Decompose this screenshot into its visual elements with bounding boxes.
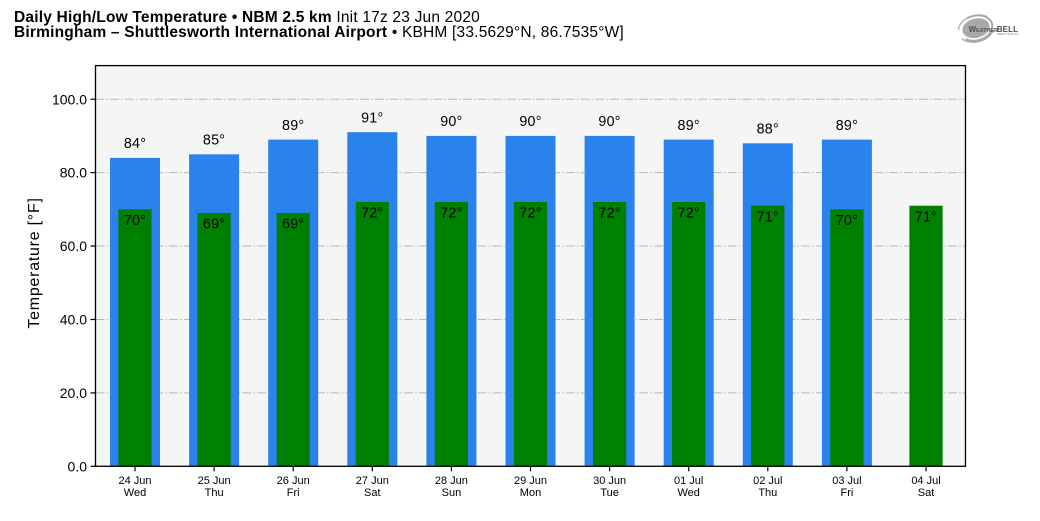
svg-text:29 Jun: 29 Jun	[514, 475, 547, 487]
svg-text:69°: 69°	[282, 217, 304, 233]
svg-text:85°: 85°	[203, 133, 225, 149]
svg-text:70°: 70°	[124, 213, 146, 229]
svg-text:ANALYTICS LLC: ANALYTICS LLC	[997, 32, 1019, 36]
svg-text:27 Jun: 27 Jun	[356, 475, 389, 487]
svg-text:40.0: 40.0	[60, 312, 87, 328]
svg-text:Fri: Fri	[840, 487, 853, 499]
svg-text:Wed: Wed	[124, 487, 146, 499]
svg-text:Wed: Wed	[677, 487, 699, 499]
svg-text:01 Jul: 01 Jul	[674, 475, 703, 487]
svg-text:WEATHER: WEATHER	[969, 25, 998, 34]
svg-text:89°: 89°	[836, 118, 858, 134]
svg-text:71°: 71°	[915, 209, 937, 225]
svg-text:30 Jun: 30 Jun	[593, 475, 626, 487]
svg-text:84°: 84°	[124, 136, 146, 152]
svg-text:24 Jun: 24 Jun	[118, 475, 151, 487]
svg-text:72°: 72°	[519, 206, 541, 222]
svg-text:100.0: 100.0	[52, 91, 87, 107]
svg-text:90°: 90°	[440, 114, 462, 130]
svg-text:26 Jun: 26 Jun	[277, 475, 310, 487]
svg-text:72°: 72°	[598, 206, 620, 222]
svg-text:80.0: 80.0	[60, 165, 87, 181]
svg-text:90°: 90°	[598, 114, 620, 130]
svg-text:89°: 89°	[678, 118, 700, 134]
svg-text:02 Jul: 02 Jul	[753, 475, 782, 487]
svg-text:Tue: Tue	[600, 487, 619, 499]
svg-text:88°: 88°	[757, 122, 779, 138]
svg-text:Temperature [°F]: Temperature [°F]	[26, 197, 43, 328]
svg-text:72°: 72°	[678, 206, 700, 222]
svg-text:25 Jun: 25 Jun	[198, 475, 231, 487]
svg-text:60.0: 60.0	[60, 238, 87, 254]
svg-text:Birmingham – Shuttlesworth Int: Birmingham – Shuttlesworth International…	[14, 24, 624, 41]
svg-text:72°: 72°	[361, 206, 383, 222]
svg-text:90°: 90°	[519, 114, 541, 130]
svg-text:28 Jun: 28 Jun	[435, 475, 468, 487]
svg-text:72°: 72°	[440, 206, 462, 222]
svg-text:Sat: Sat	[918, 487, 935, 499]
svg-text:Fri: Fri	[287, 487, 300, 499]
svg-text:70°: 70°	[836, 213, 858, 229]
svg-text:Thu: Thu	[758, 487, 777, 499]
svg-text:91°: 91°	[361, 110, 383, 126]
svg-text:Daily High/Low Temperature • N: Daily High/Low Temperature • NBM 2.5 km …	[14, 9, 480, 26]
svg-text:Sun: Sun	[442, 487, 462, 499]
svg-text:Sat: Sat	[364, 487, 381, 499]
svg-text:Mon: Mon	[520, 487, 541, 499]
svg-text:03 Jul: 03 Jul	[832, 475, 861, 487]
svg-text:BELL: BELL	[997, 25, 1018, 34]
svg-text:71°: 71°	[757, 209, 779, 225]
svg-text:04 Jul: 04 Jul	[911, 475, 940, 487]
svg-text:20.0: 20.0	[60, 385, 87, 401]
svg-text:89°: 89°	[282, 118, 304, 134]
svg-text:69°: 69°	[203, 217, 225, 233]
svg-text:0.0: 0.0	[68, 458, 88, 474]
svg-text:Thu: Thu	[205, 487, 224, 499]
